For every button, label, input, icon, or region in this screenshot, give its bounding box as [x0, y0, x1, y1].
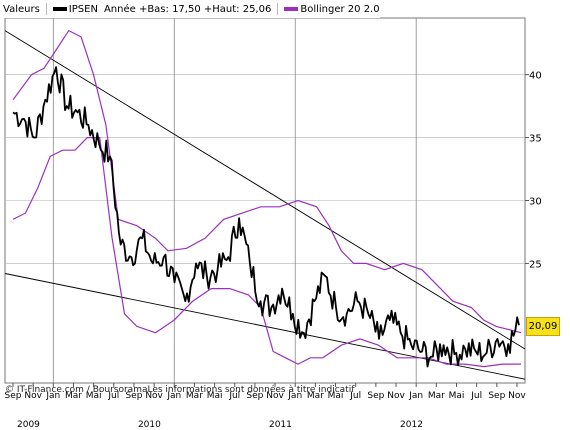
legend-swatch-bollinger: [284, 6, 299, 11]
y-tick-label: 30: [529, 197, 542, 208]
x-tick-label: Jul: [470, 391, 482, 401]
legend-indicator: Bollinger 20 2.0: [284, 3, 380, 15]
footer-credit: © IT-Finance.com / BoursoramaLes informa…: [5, 385, 355, 395]
legend-range: Année +Bas: 17,50 +Haut: 25,06: [103, 3, 272, 15]
x-tick-label: Sep: [125, 391, 142, 401]
bollinger-upper: [12, 29, 522, 334]
x-tick-label: Jul: [107, 391, 119, 401]
x-tick-label: Mar: [307, 391, 324, 401]
x-tick-label: Mar: [186, 391, 203, 401]
x-tick-label: Jan: [287, 391, 302, 401]
x-tick-label: Mai: [449, 391, 465, 401]
legend-series: IPSEN: [52, 3, 98, 15]
x-tick-label: Jan: [408, 391, 423, 401]
y-tick-label: 35: [529, 134, 542, 145]
legend-separator: [45, 3, 47, 15]
x-tick-label: Sep: [367, 391, 384, 401]
bollinger-bands: [12, 29, 522, 368]
trendline: [4, 30, 526, 350]
x-tick-label: Mar: [428, 391, 445, 401]
x-tick-label: Mai: [207, 391, 223, 401]
legend-separator: [277, 3, 279, 15]
year-label: 2010: [138, 420, 161, 430]
x-tick-label: Jan: [166, 391, 181, 401]
x-axis: Sep Nov Jan Mar Mai Jul Sep Nov Jan Mar Mai Jul Sep N…: [5, 383, 526, 401]
legend-indicator-label: Bollinger 20 2.0: [300, 3, 380, 15]
x-tick-label: Mai: [86, 391, 102, 401]
y-tick-label: 25: [529, 259, 542, 270]
x-tick-label: Nov: [24, 391, 42, 401]
x-tick-label: Mai: [328, 391, 344, 401]
price-series: [12, 66, 520, 368]
price-line: [12, 66, 520, 368]
year-label: 2012: [400, 420, 423, 430]
year-label: 2009: [17, 420, 40, 430]
x-tick-label: Sep: [488, 391, 505, 401]
bollinger-lower: [12, 137, 521, 368]
last-value-badge: 20,09: [526, 317, 560, 336]
x-tick-label: Jul: [228, 391, 240, 401]
grid: [5, 18, 525, 383]
y-axis: 25 30 35 40: [525, 71, 542, 270]
year-label: 2011: [269, 420, 292, 430]
y-tick-label: 40: [529, 71, 542, 82]
x-tick-label: Jan: [45, 391, 60, 401]
year-labels: 2009 2010 2011 2012: [17, 420, 423, 430]
x-tick-label: Sep: [5, 391, 22, 401]
x-tick-label: Nov: [266, 391, 284, 401]
legend-swatch-price: [52, 6, 67, 11]
x-tick-label: Mar: [65, 391, 82, 401]
legend: Valeurs IPSEN Année +Bas: 17,50 +Haut: 2…: [0, 0, 380, 18]
x-tick-label: Nov: [508, 391, 526, 401]
x-tick-label: Nov: [145, 391, 163, 401]
x-tick-label: Sep: [246, 391, 263, 401]
x-tick-label: Jul: [349, 391, 361, 401]
legend-label: Valeurs: [3, 3, 40, 15]
legend-series-label: IPSEN: [68, 3, 98, 15]
x-tick-label: Nov: [387, 391, 405, 401]
